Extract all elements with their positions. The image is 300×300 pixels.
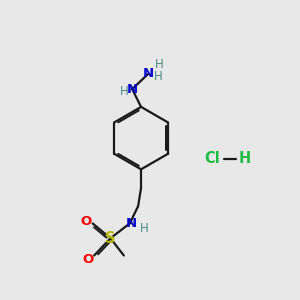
Text: H: H xyxy=(119,85,128,98)
Text: N: N xyxy=(127,82,138,96)
Text: H: H xyxy=(154,70,162,83)
Text: O: O xyxy=(80,215,92,228)
Text: N: N xyxy=(143,67,154,80)
Text: N: N xyxy=(126,217,137,230)
Text: H: H xyxy=(140,222,148,235)
Text: S: S xyxy=(105,231,116,246)
Text: H: H xyxy=(239,152,251,166)
Text: Cl: Cl xyxy=(205,152,220,166)
Text: O: O xyxy=(82,253,93,266)
Text: H: H xyxy=(154,58,163,71)
